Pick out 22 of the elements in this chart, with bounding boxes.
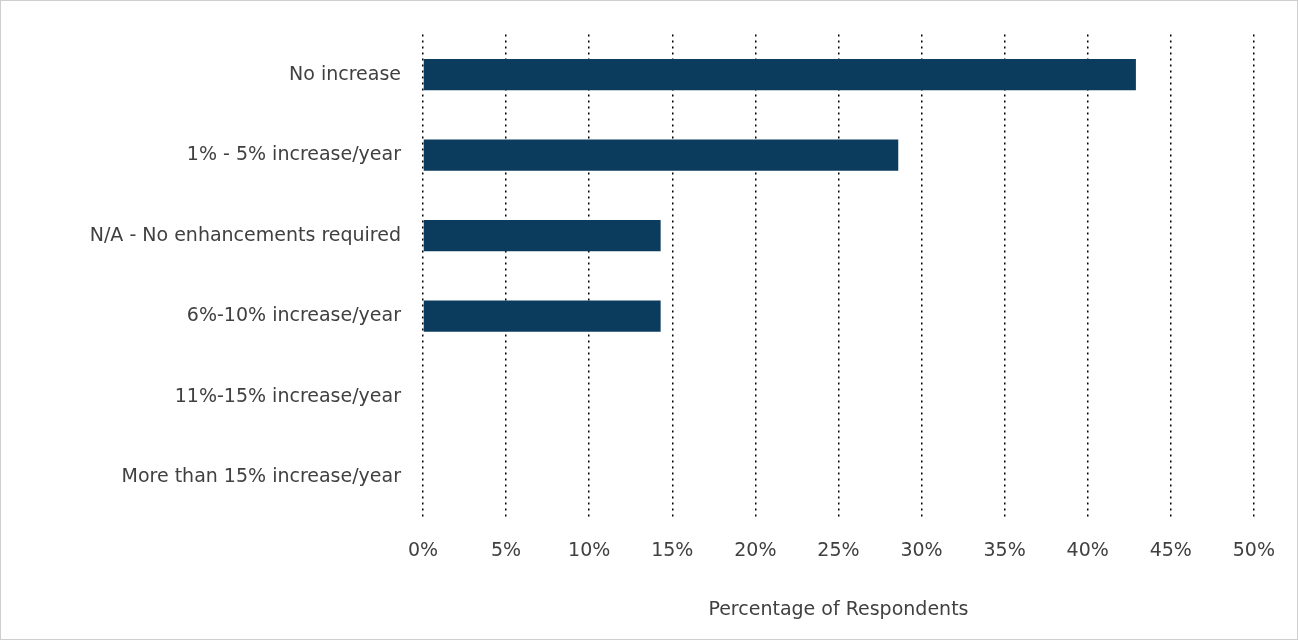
y-tick-label: More than 15% increase/year — [121, 464, 402, 487]
bar — [423, 58, 1136, 91]
x-tick-label: 15% — [651, 537, 694, 560]
y-tick-label: 6%-10% increase/year — [186, 303, 402, 326]
y-tick-label: 11%-15% increase/year — [174, 383, 402, 406]
bar — [423, 219, 661, 252]
y-tick-label: N/A - No enhancements required — [89, 222, 401, 245]
x-tick-label: 25% — [817, 537, 860, 560]
bar — [423, 139, 899, 171]
x-tick-label: 50% — [1232, 537, 1275, 560]
x-tick-label: 40% — [1066, 537, 1109, 560]
x-tick-label: 0% — [407, 537, 439, 560]
y-tick-label: No increase — [289, 61, 401, 84]
x-tick-label: 5% — [491, 537, 522, 560]
x-tick-label: 35% — [983, 537, 1026, 560]
x-axis-title: Percentage of Respondents — [708, 596, 969, 619]
x-tick-label: 10% — [568, 537, 611, 560]
bar — [423, 300, 661, 332]
x-tick-label: 45% — [1149, 537, 1192, 560]
y-tick-label: 1% - 5% increase/year — [186, 142, 402, 165]
x-tick-label: 30% — [900, 537, 943, 560]
x-tick-label: 20% — [734, 537, 777, 560]
